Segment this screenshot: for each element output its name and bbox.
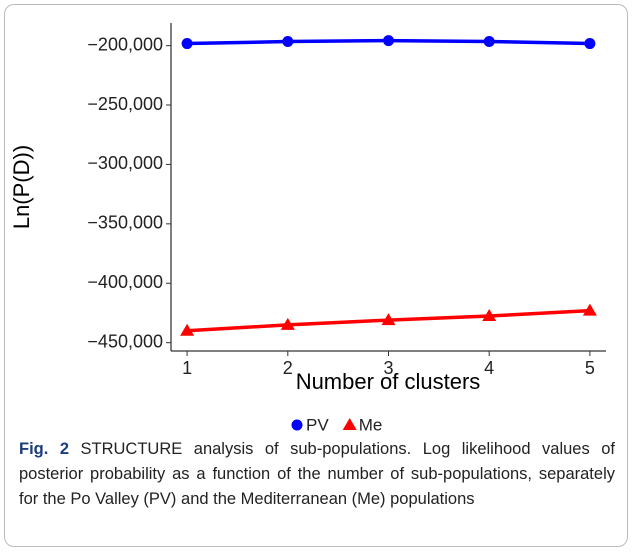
- caption-text: STRUCTURE analysis of sub-populations. L…: [19, 440, 615, 508]
- circle-marker: [291, 419, 303, 431]
- circle-marker: [282, 36, 294, 48]
- triangle-marker: [180, 323, 195, 336]
- legend-label: PV: [306, 415, 329, 434]
- y-tick-label: −450,000: [87, 331, 163, 351]
- chart: Ln(P(D)) Number of clusters −450,000 −400…: [9, 23, 606, 434]
- triangle-marker: [280, 317, 295, 330]
- y-tick-label: −250,000: [87, 94, 163, 114]
- x-tick-label: 4: [484, 358, 494, 378]
- triangle-marker: [381, 313, 396, 326]
- x-tick-label: 1: [182, 358, 192, 378]
- triangle-marker: [342, 418, 357, 430]
- x-tick-label: 5: [585, 358, 595, 378]
- circle-marker: [383, 35, 394, 47]
- triangle-marker: [582, 303, 597, 316]
- y-tick-label: −400,000: [87, 272, 163, 292]
- figure: Ln(P(D)) Number of clusters −450,000 −400…: [4, 4, 628, 547]
- triangle-marker: [482, 309, 497, 322]
- y-axis-label: Ln(P(D)): [9, 145, 34, 229]
- circle-marker: [584, 38, 596, 50]
- legend-label: Me: [359, 415, 383, 434]
- y-tick-label: −200,000: [87, 34, 163, 54]
- x-tick-label: 2: [283, 358, 293, 378]
- x-tick-label: 3: [383, 358, 393, 378]
- y-tick-label: −300,000: [87, 153, 163, 173]
- circle-marker: [483, 36, 495, 48]
- caption: Fig. 2 STRUCTURE analysis of sub-populat…: [19, 437, 615, 512]
- caption-label: Fig. 2: [19, 440, 70, 458]
- x-axis-label: Number of clusters: [296, 369, 481, 394]
- y-tick-label: −350,000: [87, 213, 163, 233]
- circle-marker: [181, 38, 193, 50]
